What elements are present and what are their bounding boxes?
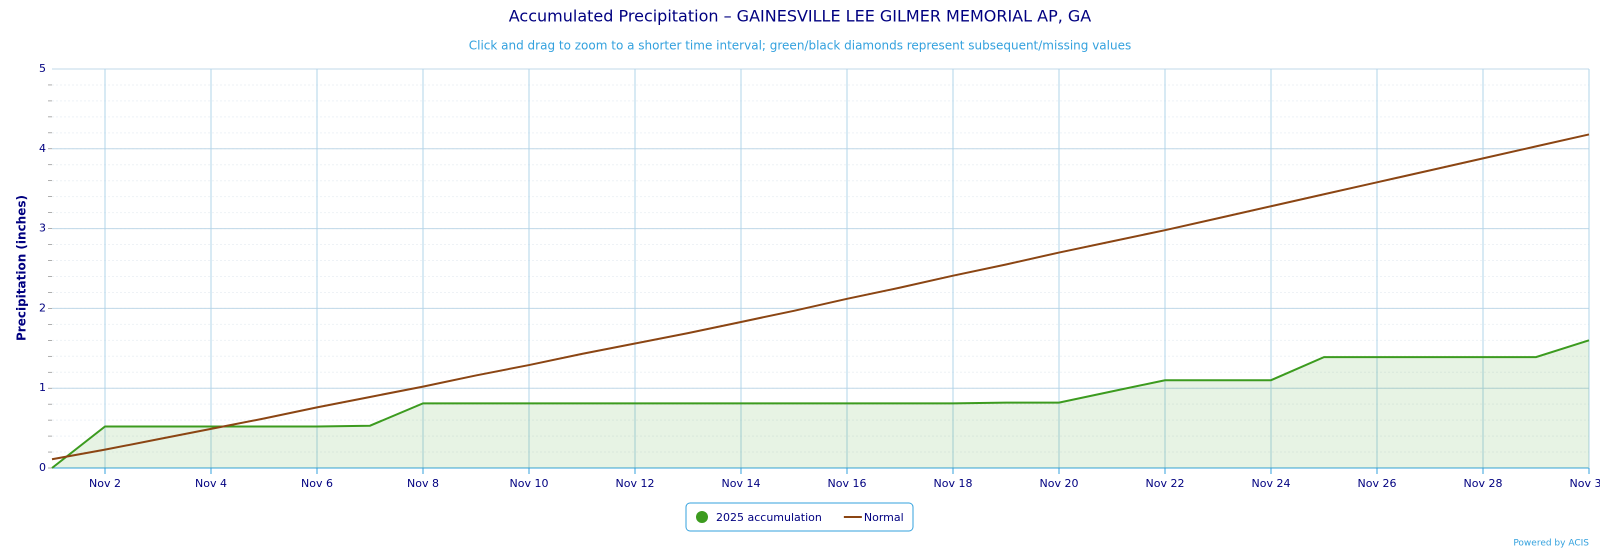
x-tick-label: Nov 14	[722, 477, 761, 490]
line	[51, 133, 1590, 461]
y-tick-label: 1	[39, 381, 46, 394]
x-tick-label: Nov 12	[616, 477, 655, 490]
chart-subtitle: Click and drag to zoom to a shorter time…	[469, 39, 1131, 53]
x-tick-label: Nov 24	[1252, 477, 1291, 490]
x-tick-label: Nov 30	[1570, 477, 1600, 490]
legend: 2025 accumulation Normal	[685, 502, 914, 532]
chart-title: Accumulated Precipitation – GAINESVILLE …	[509, 7, 1092, 26]
x-tick-label: Nov 8	[407, 477, 439, 490]
legend-label[interactable]: 2025 accumulation	[716, 511, 822, 524]
x-tick-label: Nov 18	[934, 477, 973, 490]
legend-box	[685, 502, 914, 532]
y-axis-label: Precipitation (inches)	[15, 195, 29, 341]
credit[interactable]: Powered by ACIS	[1513, 539, 1589, 549]
legend-label[interactable]: Normal	[864, 511, 904, 524]
legend-symbol	[696, 511, 708, 523]
x-tick-label: Nov 2	[89, 477, 121, 490]
x-tick-label: Nov 26	[1358, 477, 1397, 490]
y-tick-label: 5	[39, 62, 46, 75]
x-tick-label: Nov 28	[1464, 477, 1503, 490]
y-tick-label: 2	[39, 301, 46, 314]
y-tick-label: 4	[39, 142, 46, 155]
x-tick-label: Nov 22	[1146, 477, 1185, 490]
x-tick-label: Nov 10	[510, 477, 549, 490]
x-tick-label: Nov 20	[1040, 477, 1079, 490]
line	[51, 339, 1590, 469]
x-tick-label: Nov 4	[195, 477, 227, 490]
y-tick-label: 0	[39, 461, 46, 474]
x-tick-label: Nov 6	[301, 477, 333, 490]
y-tick-label: 3	[39, 222, 46, 235]
x-tick-label: Nov 16	[828, 477, 867, 490]
